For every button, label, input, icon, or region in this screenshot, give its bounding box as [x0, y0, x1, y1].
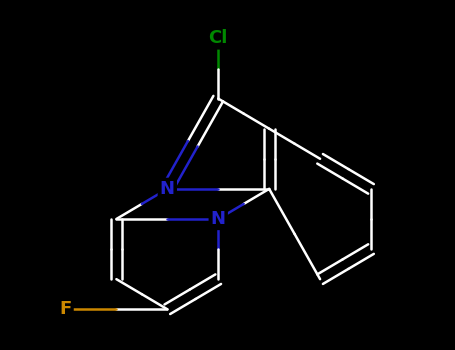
Text: Cl: Cl: [208, 29, 228, 48]
Text: N: N: [160, 180, 175, 198]
Text: F: F: [59, 300, 71, 318]
Text: N: N: [211, 210, 226, 228]
